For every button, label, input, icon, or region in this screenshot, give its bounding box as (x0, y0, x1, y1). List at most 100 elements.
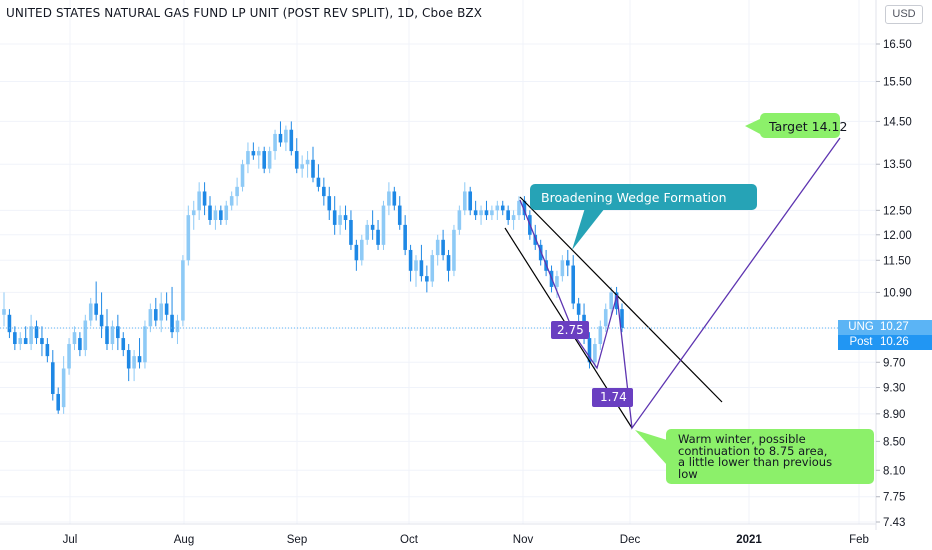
candle-body (29, 326, 33, 345)
candle-body (609, 292, 613, 310)
candle-body (414, 260, 418, 271)
candle-body (181, 260, 185, 321)
note-callout-text: Warm winter, possible continuation to 8.… (678, 432, 833, 480)
candle-body (159, 303, 164, 321)
candle-body (56, 393, 61, 411)
candle-body (148, 309, 153, 327)
y-tick-label: 9.30 (883, 383, 905, 395)
candle-body (208, 205, 212, 220)
post-price-value: 10.26 (876, 335, 932, 350)
y-tick-label: 11.50 (883, 255, 911, 267)
candle-body (419, 260, 424, 277)
y-tick-label: 7.43 (883, 517, 905, 529)
candle-body (457, 210, 462, 230)
candle-body (164, 303, 169, 315)
candle-body (603, 309, 608, 327)
x-tick-label: 2021 (736, 534, 762, 546)
candle-body (267, 151, 272, 169)
candle-body (13, 332, 17, 345)
candle-body (441, 239, 445, 256)
candle-body (61, 368, 66, 408)
candle-body (105, 326, 109, 345)
candle-body (365, 224, 370, 240)
y-tick-label: 13.50 (883, 159, 912, 171)
candle-body (435, 239, 440, 256)
currency-button[interactable]: USD (885, 5, 923, 24)
note-line-3: a little lower than previous (678, 455, 833, 469)
candle-body (78, 338, 82, 351)
candle-body (126, 350, 131, 369)
candle-body (430, 255, 435, 282)
target-callout-text: Target 14.12 (769, 119, 848, 134)
y-tick-label: 10.90 (883, 287, 912, 299)
candle-body (23, 338, 28, 345)
candle-body (354, 244, 359, 261)
candle-body (213, 210, 218, 220)
candle-body (376, 229, 380, 245)
candle-body (316, 177, 321, 187)
candle-body (571, 265, 576, 304)
target-callout-pointer (745, 118, 762, 135)
candle-body (332, 210, 337, 225)
last-price-label: UNG (838, 320, 884, 335)
x-tick-label: Aug (174, 534, 194, 546)
candle-body (94, 303, 98, 315)
candle-body (83, 320, 88, 351)
y-tick-label: 14.50 (883, 116, 912, 128)
candle-body (186, 215, 191, 261)
x-tick-label: Sep (287, 534, 307, 546)
wedge-upper-line (519, 196, 723, 403)
candle-body (294, 151, 299, 169)
candle-body (121, 338, 126, 351)
candle-body (7, 314, 12, 333)
candle-body (517, 200, 521, 216)
candlestick-series (2, 121, 624, 414)
candle-body (284, 129, 288, 143)
candle-body (99, 314, 104, 327)
y-tick-label: 7.75 (883, 492, 905, 504)
note-callout-box (666, 429, 874, 484)
candle-body (479, 210, 483, 216)
candle-body (349, 219, 353, 245)
wedge-callout-pointer (572, 208, 605, 250)
candle-body (614, 292, 619, 310)
y-tick-label: 12.00 (883, 230, 912, 242)
candle-body (137, 356, 142, 363)
candle-body (446, 255, 451, 271)
candle-body (224, 205, 229, 220)
candle-body (191, 210, 196, 216)
candle-body (506, 210, 510, 220)
candle-body (251, 151, 256, 156)
label-a-box (551, 321, 589, 339)
y-tick-label: 15.50 (883, 76, 912, 88)
candle-body (116, 326, 120, 339)
candle-body (565, 260, 570, 266)
candle-body (67, 344, 71, 369)
candle-body (370, 224, 375, 230)
chart-title: UNITED STATES NATURAL GAS FUND LP UNIT (… (6, 6, 483, 20)
candle-body (495, 205, 500, 211)
candle-body (473, 210, 478, 216)
y-tick-label: 16.50 (883, 39, 912, 51)
y-tick-label: 9.70 (883, 357, 905, 369)
note-line-2: continuation to 8.75 area, (678, 443, 828, 458)
time-axis[interactable]: Jul Aug Sep Oct Nov Dec 2021 Feb (0, 523, 876, 546)
candle-body (235, 186, 239, 197)
candle-body (262, 151, 267, 169)
candle-body (311, 159, 315, 178)
candle-body (392, 191, 397, 206)
x-tick-label: Jul (63, 534, 78, 546)
candle-body (452, 229, 456, 271)
y-tick-label: 12.50 (883, 205, 912, 217)
candle-body (533, 234, 538, 245)
note-line-1: Warm winter, possible (678, 432, 806, 446)
candle-body (560, 260, 565, 277)
candle-body (202, 191, 207, 206)
candle-body (359, 239, 364, 261)
wedge-callout-box (530, 184, 757, 210)
candle-body (132, 356, 136, 369)
candle-body (240, 164, 245, 187)
x-tick-label: Dec (620, 534, 641, 546)
candle-body (587, 338, 592, 363)
